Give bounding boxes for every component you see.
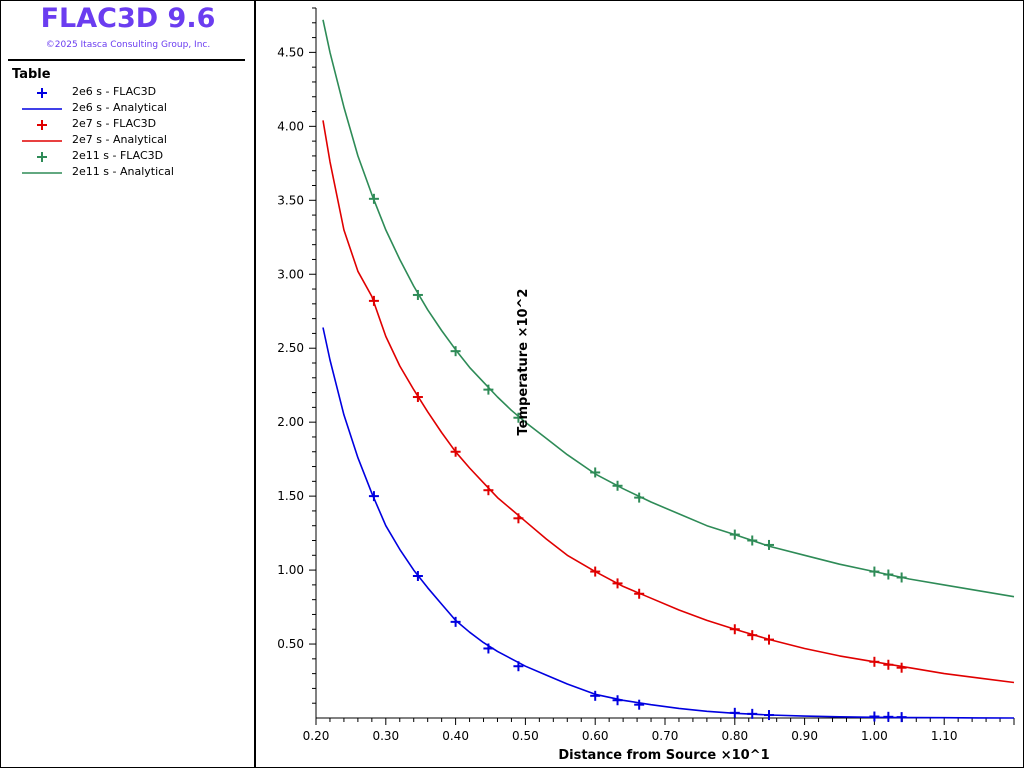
legend-line-icon [22,108,62,110]
data-point [590,690,601,701]
y-tick-label: 2.00 [277,415,304,429]
x-tick-label: 0.80 [721,729,748,743]
data-point [450,346,461,357]
y-tick-label: 2.50 [277,341,304,355]
data-point [764,539,775,550]
y-tick-label: 3.50 [277,193,304,207]
y-tick-label: 4.00 [277,119,304,133]
series-line [322,327,1015,719]
data-point [764,710,775,721]
data-point [634,588,645,599]
data-point [747,708,758,719]
x-tick-label: 1.10 [931,729,958,743]
chart-series [322,19,1015,723]
data-point [513,661,524,672]
app-title: FLAC3D 9.6 [40,3,216,34]
data-point [764,634,775,645]
chart-plot[interactable]: 0.50 1.00 1.50 2.00 2.50 3.00 3.50 4.00 4.50 0.20… [256,0,1024,768]
data-point [412,289,423,300]
x-tick-label: 1.00 [861,729,888,743]
legend-panel: FLAC3D 9.6 ©2025 Itasca Consulting Group… [0,0,256,767]
legend-line-icon [22,140,62,142]
legend-item-label: 2e7 s - FLAC3D [72,117,157,130]
legend-item-label: 2e6 s - FLAC3D [72,85,157,98]
data-point [869,656,880,667]
data-point [634,492,645,503]
legend-line-icon [22,172,62,174]
series-line [322,19,1015,598]
data-point [634,699,645,710]
data-point [896,572,907,583]
data-point [612,578,623,589]
data-point [513,412,524,423]
data-point [412,571,423,581]
x-tick-label: 0.70 [652,729,679,743]
x-axis-label: Distance from Source ×10^1 [558,748,769,763]
data-point [612,695,623,706]
legend-item-label: 2e11 s - Analytical [72,165,174,178]
y-axis-label: Temperature ×10^2 [516,289,531,436]
data-point [483,643,494,654]
y-tick-label: 1.50 [277,489,304,503]
data-point [869,566,880,577]
x-tick-label: 0.20 [303,729,330,743]
series-line [322,120,1015,684]
data-point [612,480,623,491]
legend-marker-icon [37,152,47,162]
data-point [590,467,601,478]
data-point [869,711,880,722]
data-point [483,485,494,496]
y-tick-label: 1.00 [277,563,304,577]
legend-marker-icon [37,88,47,98]
x-tick-label: 0.40 [442,729,469,743]
data-point [483,384,494,395]
x-tick-label: 0.90 [791,729,818,743]
x-tick-label: 0.50 [512,729,539,743]
legend-item-label: 2e6 s - Analytical [72,101,167,114]
chart-axes: 0.50 1.00 1.50 2.00 2.50 3.00 3.50 4.00 4.50 0.20… [277,7,1015,743]
y-tick-label: 3.00 [277,267,304,281]
data-point [412,392,423,403]
data-point [747,630,758,641]
title-divider [8,59,245,61]
data-point [883,711,894,722]
legend-marker-icon [37,120,47,130]
data-point [747,535,758,546]
x-tick-label: 0.60 [582,729,609,743]
data-point [729,624,740,635]
legend-item-label: 2e7 s - Analytical [72,133,167,146]
copyright-text: ©2025 Itasca Consulting Group, Inc. [45,40,211,50]
x-tick-label: 0.30 [372,729,399,743]
data-point [368,491,379,502]
data-point [896,662,907,673]
legend-item-label: 2e11 s - FLAC3D [72,149,164,162]
y-tick-label: 4.50 [277,45,304,59]
data-point [368,193,379,204]
data-point [590,566,601,577]
data-point [368,295,379,306]
data-point [883,569,894,580]
data-point [729,707,740,718]
y-tick-label: 0.50 [277,637,304,651]
data-point [513,513,524,524]
data-point [450,446,461,457]
legend-title: Table [12,67,51,82]
data-point [896,712,907,723]
data-point [729,529,740,540]
data-point [883,659,894,670]
data-point [450,616,461,627]
